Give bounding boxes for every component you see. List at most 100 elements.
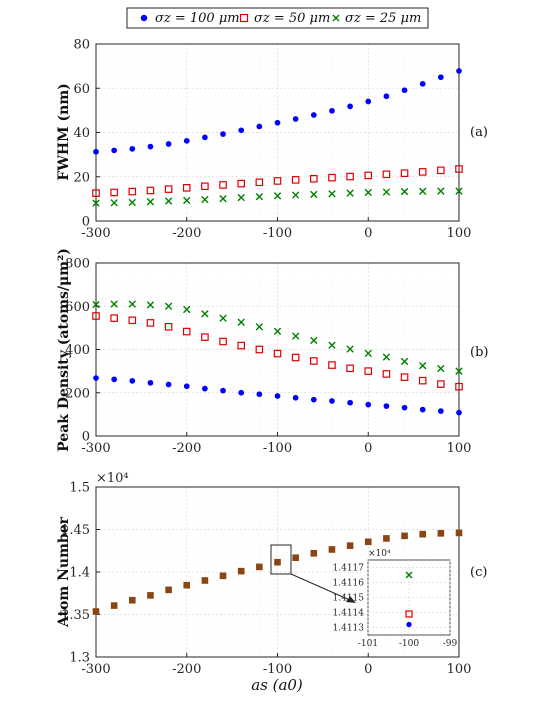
data-point-overlay — [383, 535, 390, 542]
data-point-overlay — [256, 563, 263, 571]
data-point-overlay — [183, 581, 191, 589]
data-point-square — [146, 186, 155, 195]
legend-marker-25-cross — [332, 14, 340, 22]
data-point-square — [273, 177, 282, 185]
data-point-overlay — [310, 550, 318, 557]
data-point-square — [92, 312, 100, 320]
data-point-square — [328, 173, 336, 182]
panel-b: -300 -200 -100 0 100 0 200 400 600 800 Peak Densi… — [56, 248, 488, 456]
legend-label-50: σz = 50 μm — [254, 11, 330, 26]
panel-a-ylabel: FWHM (nm) — [56, 83, 72, 181]
data-point-circle — [419, 406, 426, 413]
data-point-circle — [129, 378, 136, 384]
data-point-circle — [292, 116, 299, 122]
x-tick-label: 0 — [364, 441, 372, 456]
data-point-overlay — [110, 602, 118, 609]
panel-a-marks — [92, 68, 463, 207]
x-tick-label: -100 — [263, 662, 292, 677]
inset-x-tick-label: -100 — [399, 639, 419, 649]
data-point-circle — [165, 141, 172, 147]
data-point-cross — [92, 300, 100, 309]
panel-b-label: (b) — [470, 345, 488, 360]
data-point-circle — [329, 398, 335, 404]
data-point-circle — [238, 389, 245, 396]
data-point-cross — [310, 336, 318, 345]
panel-a: -300 -200 -100 0 100 0 20 40 60 80 FWHM (nm) (a) — [56, 38, 488, 242]
inset-point-square — [405, 610, 413, 618]
data-point-circle — [256, 123, 263, 130]
inset-multiplier: ×10⁴ — [368, 549, 391, 559]
data-point-circle — [111, 147, 117, 154]
panel-b-ylabel-text: Peak Density (atoms/μm²) — [56, 248, 72, 452]
x-tick-label: 100 — [447, 662, 472, 677]
data-point-square — [255, 178, 264, 187]
x-tick-label: -200 — [172, 662, 201, 677]
data-point-square — [364, 367, 373, 375]
data-point-circle — [220, 387, 226, 394]
y-tick-label: 400 — [65, 343, 90, 358]
data-point-circle — [202, 134, 208, 141]
data-point-square — [219, 337, 227, 346]
data-point-circle — [310, 396, 317, 403]
data-point-cross — [400, 187, 409, 196]
inset-y-tick-label: 1.4116 — [333, 579, 365, 589]
data-point-square — [182, 184, 191, 192]
data-point-overlay — [437, 530, 445, 537]
data-point-cross — [92, 199, 100, 207]
zoom-arrow-head — [346, 596, 356, 603]
x-axis-label: as (a0) — [251, 676, 303, 694]
data-point-cross — [255, 192, 264, 201]
data-point-cross — [419, 187, 427, 196]
data-point-square — [328, 361, 336, 369]
panel-a-ticks: -300 -200 -100 0 100 0 20 40 60 80 — [73, 38, 471, 242]
data-point-square — [128, 187, 137, 196]
data-point-square — [164, 322, 173, 331]
legend-marker-25 — [332, 14, 340, 22]
data-point-circle — [111, 376, 117, 383]
data-point-cross — [346, 345, 354, 353]
data-point-cross — [364, 188, 372, 197]
y-tick-label: 80 — [73, 38, 90, 53]
data-point-circle — [292, 394, 299, 401]
data-point-square — [382, 170, 391, 179]
data-point-square — [110, 314, 118, 322]
data-point-overlay — [92, 608, 100, 615]
legend-entry-25: σz = 25 μm — [332, 11, 421, 26]
legend-entry-50: σz = 50 μm — [239, 11, 330, 26]
x-tick-label: 0 — [364, 662, 372, 677]
y-tick-label: 600 — [65, 300, 90, 315]
data-point-circle — [183, 383, 190, 390]
data-point-square — [455, 165, 463, 173]
data-point-square — [455, 382, 463, 391]
y-tick-label: 1.45 — [61, 523, 90, 538]
x-tick-label: -100 — [263, 441, 292, 456]
panel-c-multiplier: ×10⁴ — [96, 471, 129, 486]
panel-c-marks — [92, 529, 463, 615]
data-point-cross — [164, 197, 173, 205]
data-point-cross — [110, 199, 118, 207]
y-tick-label: 1.4 — [69, 566, 90, 581]
data-point-circle — [165, 381, 172, 388]
data-point-square — [92, 189, 100, 197]
data-point-square — [291, 176, 300, 184]
data-point-overlay — [165, 586, 172, 594]
data-point-square — [310, 357, 318, 365]
data-point-square — [201, 182, 209, 191]
data-point-overlay — [219, 572, 227, 580]
data-point-cross — [146, 301, 155, 309]
data-point-cross — [273, 192, 282, 200]
x-tick-label: -100 — [263, 226, 292, 241]
inset-point-cross — [405, 571, 413, 579]
data-point-circle — [365, 401, 372, 408]
data-point-cross — [273, 327, 282, 336]
data-point-overlay — [129, 596, 136, 604]
data-point-circle — [93, 375, 99, 381]
data-point-square — [437, 380, 445, 388]
data-point-circle — [347, 399, 353, 406]
data-point-cross — [128, 198, 136, 207]
data-point-square — [400, 373, 409, 381]
inset-y-tick-label: 1.4115 — [333, 594, 365, 604]
data-point-square — [382, 370, 391, 378]
data-point-cross — [255, 323, 264, 331]
y-tick-label: 1.3 — [69, 651, 90, 666]
